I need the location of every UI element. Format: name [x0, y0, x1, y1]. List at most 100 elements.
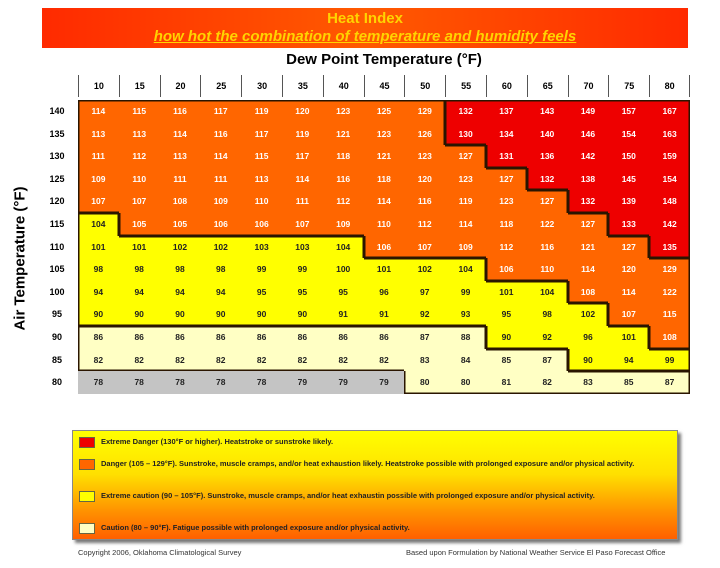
table-cell: 82	[282, 348, 323, 372]
table-cell: 127	[526, 190, 568, 213]
table-cell: 78	[78, 371, 119, 394]
row-label: 105	[49, 264, 65, 275]
table-cell: 127	[567, 213, 609, 236]
table-cell: 87	[649, 371, 690, 394]
row-label: 95	[51, 309, 62, 320]
table-cell: 99	[445, 280, 486, 304]
table-cell: 101	[363, 258, 405, 281]
table-cell: 98	[118, 258, 160, 281]
table-cell: 107	[608, 303, 650, 326]
table-cell: 87	[404, 326, 446, 349]
row-label: 125	[49, 173, 65, 184]
table-cell: 140	[526, 122, 568, 146]
table-cell: 84	[445, 348, 486, 372]
column-header: 45	[363, 75, 405, 97]
table-cell: 105	[118, 213, 160, 236]
row-label: 90	[51, 332, 62, 342]
table-cell: 118	[486, 213, 527, 236]
table-cell: 108	[159, 190, 201, 213]
table-cell: 117	[241, 122, 282, 146]
table-cell: 116	[526, 235, 568, 259]
legend-item-extreme-caution: Extreme caution (90 – 105°F). Sunstroke,…	[79, 491, 661, 502]
table-cell: 79	[363, 371, 405, 394]
row-label: 80	[51, 377, 62, 388]
table-cell: 91	[363, 303, 405, 326]
table-cell: 79	[322, 371, 364, 394]
column-header: 40	[322, 75, 364, 97]
legend-swatch	[79, 437, 95, 448]
chart-subtitle: how hot the combination of temperature a…	[153, 28, 577, 45]
column-header: 35	[282, 75, 323, 97]
table-cell: 86	[200, 326, 242, 349]
table-cell: 109	[445, 235, 486, 259]
table-cell: 108	[649, 326, 690, 349]
y-axis-label: Air Temperature (°F)	[11, 186, 29, 331]
legend-item-extreme-danger: Extreme Danger (130°F or higher). Heatst…	[79, 437, 661, 448]
table-cell: 99	[649, 348, 690, 372]
table-cell: 135	[649, 235, 690, 259]
legend-swatch	[79, 491, 95, 502]
table-cell: 82	[78, 348, 119, 372]
legend-item-caution: Caution (80 – 90°F). Fatigue possible wi…	[79, 523, 661, 534]
table-cell: 104	[322, 235, 364, 259]
table-cell: 101	[118, 235, 160, 259]
table-cell: 91	[322, 303, 364, 326]
chart-title: Heat Index	[327, 10, 403, 27]
legend-swatch	[79, 523, 95, 534]
row-label: 135	[49, 128, 65, 139]
table-cell: 102	[159, 235, 201, 259]
table-cell: 111	[78, 145, 119, 168]
column-header: 70	[567, 75, 609, 97]
row-label: 140	[49, 106, 65, 116]
table-cell: 117	[200, 100, 242, 123]
table-cell: 98	[159, 258, 201, 281]
table-cell: 86	[363, 326, 405, 349]
table-cell: 82	[363, 348, 405, 372]
table-cell: 112	[118, 145, 160, 168]
table-cell: 110	[363, 213, 405, 236]
table-cell: 90	[282, 303, 323, 326]
table-cell: 95	[241, 280, 282, 304]
table-cell: 86	[282, 326, 323, 349]
table-cell: 96	[567, 326, 609, 349]
table-cell: 113	[159, 145, 201, 168]
table-cell: 106	[363, 235, 405, 259]
table-cell: 98	[78, 258, 119, 281]
table-cell: 119	[282, 122, 323, 146]
table-cell: 101	[78, 235, 119, 259]
table-cell: 139	[608, 190, 650, 213]
table-cell: 101	[608, 326, 650, 349]
row-label: 85	[51, 354, 62, 365]
table-cell: 81	[486, 371, 527, 394]
table-cell: 122	[649, 280, 690, 304]
row-label: 130	[49, 151, 65, 162]
table-cell: 106	[200, 213, 242, 236]
table-cell: 108	[567, 280, 609, 304]
table-cell: 94	[200, 280, 242, 304]
table-cell: 143	[526, 100, 568, 123]
table-cell: 115	[118, 100, 160, 123]
legend-item-danger: Danger (105 – 129°F). Sunstroke, muscle …	[79, 459, 661, 470]
table-cell: 86	[322, 326, 364, 349]
table-cell: 83	[404, 348, 446, 372]
table-cell: 114	[200, 145, 242, 168]
table-cell: 98	[200, 258, 242, 281]
table-cell: 127	[608, 235, 650, 259]
table-cell: 106	[486, 258, 527, 281]
table-cell: 112	[404, 213, 446, 236]
table-cell: 94	[608, 348, 650, 372]
table-cell: 123	[404, 145, 446, 168]
row-label: 120	[49, 196, 65, 207]
table-cell: 114	[445, 213, 486, 236]
table-cell: 117	[282, 145, 323, 168]
table-cell: 132	[526, 167, 568, 191]
legend-label: Extreme caution (90 – 105°F). Sunstroke,…	[101, 491, 595, 500]
table-cell: 120	[404, 167, 446, 191]
table-cell: 148	[649, 190, 690, 213]
table-cell: 116	[159, 100, 201, 123]
table-cell: 119	[445, 190, 486, 213]
table-cell: 82	[526, 371, 568, 394]
table-cell: 105	[159, 213, 201, 236]
table-cell: 121	[567, 235, 609, 259]
table-cell: 110	[526, 258, 568, 281]
